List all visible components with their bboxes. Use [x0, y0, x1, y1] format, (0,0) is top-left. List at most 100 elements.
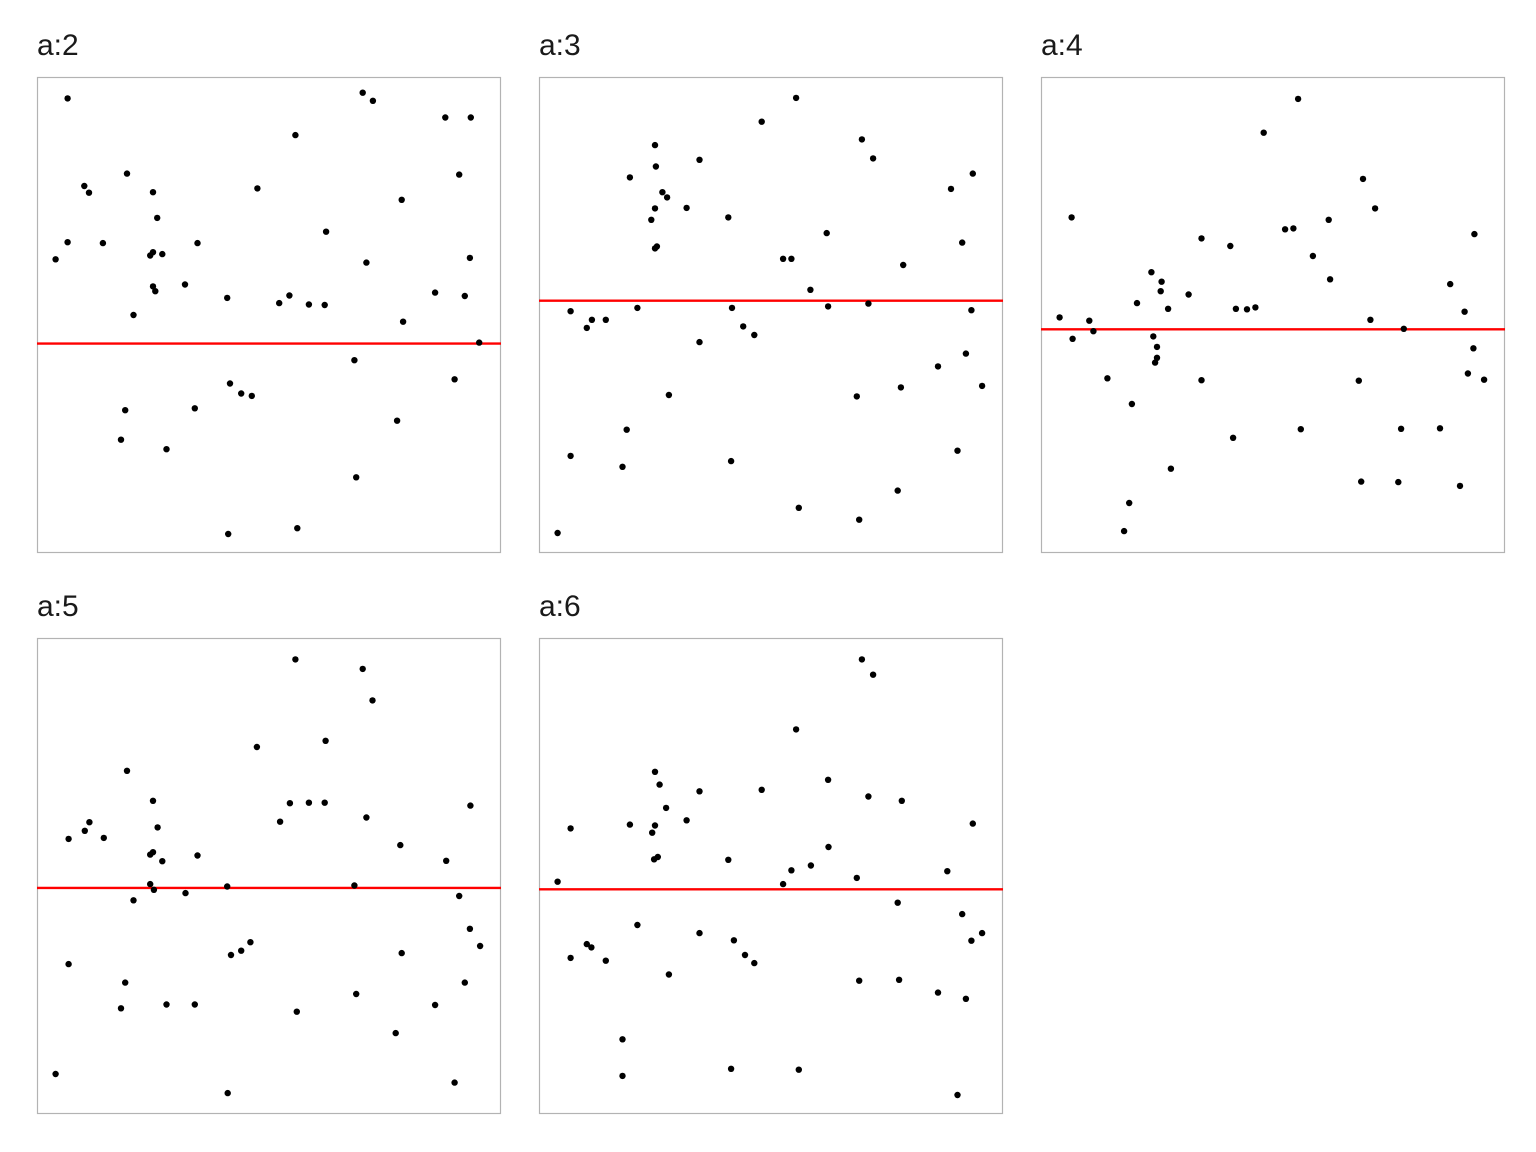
scatter-point	[969, 170, 976, 177]
scatter-point	[567, 308, 574, 315]
scatter-point	[652, 163, 660, 170]
scatter-point	[1157, 288, 1164, 295]
scatter-point	[807, 862, 815, 869]
scatter-point	[398, 949, 405, 957]
scatter-point	[149, 797, 157, 804]
scatter-point	[1358, 478, 1365, 485]
scatter-point	[1128, 400, 1136, 408]
scatter-point	[305, 301, 313, 308]
scatter-point	[130, 311, 137, 319]
scatter-point	[567, 825, 574, 832]
scatter-point	[1056, 314, 1063, 321]
scatter-point	[322, 228, 330, 235]
scatter-point	[934, 363, 942, 370]
scatter-point	[194, 239, 201, 247]
scatter-point	[751, 331, 758, 339]
scatter-point	[824, 303, 832, 310]
scatter-point	[52, 1070, 59, 1078]
scatter-point	[1153, 354, 1161, 361]
scatter-point	[122, 407, 129, 414]
scatter-point	[865, 793, 872, 800]
scatter-point	[123, 170, 131, 177]
scatter-point	[619, 463, 626, 470]
scatter-point	[649, 829, 656, 836]
scatter-point	[858, 656, 866, 663]
scatter-point	[224, 883, 231, 890]
scatter-point	[1355, 377, 1362, 384]
scatter-point	[1326, 276, 1334, 283]
scatter-point	[727, 1065, 735, 1072]
scatter-point	[823, 229, 830, 237]
scatter-point	[588, 316, 596, 323]
scatter-point	[619, 1036, 626, 1043]
scatter-point	[1297, 426, 1304, 433]
scatter-point	[181, 281, 189, 288]
scatter-point	[741, 951, 749, 959]
scatter-point	[353, 474, 360, 481]
scatter-point	[100, 834, 107, 842]
scatter-point	[962, 995, 970, 1002]
scatter-point	[897, 384, 905, 391]
scatter-point	[858, 136, 866, 143]
scatter-point	[81, 182, 88, 190]
scatter-point	[1150, 333, 1157, 340]
scatter-point	[895, 976, 903, 983]
scatter-point	[683, 204, 690, 212]
scatter-point	[1198, 377, 1205, 384]
scatter-point	[554, 878, 561, 885]
scatter-point	[725, 214, 732, 221]
scatter-point	[898, 797, 905, 804]
scatter-point	[978, 382, 986, 390]
scatter-point	[292, 656, 299, 663]
scatter-point	[648, 216, 655, 223]
scatter-point	[1148, 269, 1155, 276]
scatter-point	[824, 776, 832, 783]
scatter-point	[662, 804, 670, 812]
scatter-point	[65, 835, 72, 843]
scatter-point	[351, 882, 358, 889]
scatter-point	[431, 1001, 439, 1009]
panel-border	[1040, 76, 1506, 554]
scatter-point	[1290, 225, 1297, 232]
scatter-point	[159, 250, 166, 258]
scatter-point	[567, 954, 574, 962]
scatter-point	[392, 1029, 399, 1037]
facet-1: a:2	[36, 25, 502, 554]
scatter-point	[1068, 214, 1075, 221]
scatter-point	[1464, 370, 1472, 377]
scatter-point	[253, 743, 261, 751]
scatter-point	[476, 942, 484, 950]
scatter-point	[626, 174, 634, 181]
scatter-point	[1447, 280, 1454, 288]
scatter-point	[865, 300, 872, 307]
scatter-point	[64, 95, 71, 102]
facet-title: a:4	[1041, 29, 1083, 62]
scatter-point	[663, 194, 671, 201]
scatter-point	[1090, 328, 1097, 335]
scatter-point	[727, 457, 735, 465]
scatter-point	[64, 239, 71, 246]
scatter-point	[934, 989, 942, 996]
scatter-point	[122, 979, 129, 986]
scatter-point	[900, 261, 907, 269]
scatter-point	[567, 452, 574, 460]
scatter-point	[619, 1072, 626, 1080]
scatter-point	[725, 856, 732, 863]
scatter-point	[683, 817, 690, 824]
scatter-point	[651, 141, 659, 149]
scatter-point	[359, 665, 366, 673]
scatter-panel	[36, 637, 502, 1115]
scatter-point	[321, 301, 328, 309]
scatter-point	[1260, 129, 1267, 136]
scatter-point	[456, 892, 463, 900]
scatter-point	[894, 899, 901, 906]
scatter-point	[467, 114, 474, 121]
scatter-point	[85, 189, 93, 196]
scatter-point	[659, 189, 666, 196]
scatter-point	[286, 800, 294, 807]
scatter-point	[149, 849, 157, 856]
scatter-point	[869, 155, 877, 162]
scatter-point	[363, 814, 370, 821]
scatter-point	[461, 979, 468, 986]
scatter-point	[149, 283, 157, 290]
